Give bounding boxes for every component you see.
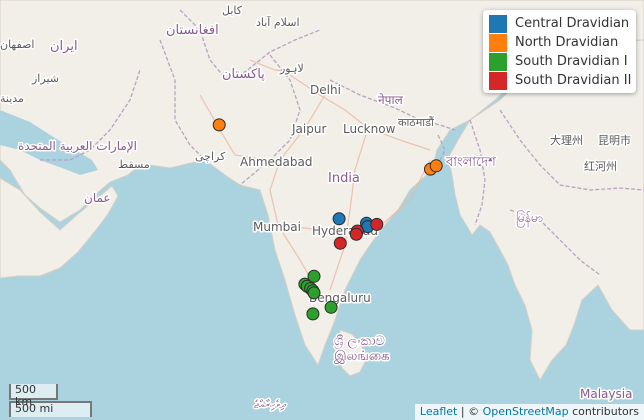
label-malaysia: Malaysia <box>580 387 632 401</box>
country-borders <box>40 9 644 276</box>
marker-layer <box>212 118 443 321</box>
legend-label: South Dravidian I <box>515 54 628 69</box>
scale-mi: 500 mi <box>9 401 92 417</box>
label-shiraz: شیراز <box>31 72 59 85</box>
label-pakistan: پاکستان <box>222 67 265 82</box>
label-lucknow: Lucknow <box>343 122 396 136</box>
label-lahore: لاہور <box>279 62 304 75</box>
attribution-contributors: contributors <box>568 405 639 418</box>
map-marker[interactable] <box>349 227 363 241</box>
label-ahmedabad: Ahmedabad <box>240 155 312 169</box>
label-india: India <box>328 171 360 186</box>
scale-bar: 500 km 500 mi <box>9 384 92 417</box>
label-myanmar: မြန်မာ <box>516 209 543 228</box>
legend-swatch <box>489 52 507 71</box>
label-uae: الإمارات العربية المتحدة <box>18 139 137 154</box>
map-marker[interactable] <box>306 307 320 321</box>
label-bangladesh: বাংলাদেশ <box>445 155 496 170</box>
map-marker[interactable] <box>370 217 384 231</box>
map-marker[interactable] <box>332 212 346 226</box>
label-iran: ایران <box>50 39 78 54</box>
label-srilanka-si: ශ්‍රී ලංකාව <box>334 334 385 349</box>
label-kabul: کابل <box>222 4 243 17</box>
leaflet-link[interactable]: Leaflet <box>419 405 458 418</box>
label-medina: مدينة <box>0 92 24 105</box>
land-sri-lanka <box>336 329 367 377</box>
scale-km: 500 km <box>9 384 58 408</box>
legend-item: South Dravidian II <box>489 71 632 90</box>
legend-item: South Dravidian I <box>489 52 630 71</box>
label-afghanistan: افغانستان <box>166 23 219 38</box>
legend-label: Central Dravidian <box>515 16 630 31</box>
legend-swatch <box>489 33 507 52</box>
label-mumbai: Mumbai <box>253 220 301 234</box>
label-delhi: Delhi <box>310 83 341 97</box>
osm-link[interactable]: OpenStreetMap <box>482 405 569 418</box>
label-honghe: 红河州 <box>584 160 617 173</box>
legend-item: Central Dravidian <box>489 14 630 33</box>
label-esfahan: اصفهان <box>0 38 34 51</box>
legend-item: North Dravidian <box>489 33 630 52</box>
label-srilanka-ta: இலங்கை <box>334 349 389 364</box>
bay-of-bengal-coast <box>398 158 472 250</box>
map-marker[interactable] <box>324 300 338 314</box>
attribution-separator: | © <box>457 405 483 418</box>
place-labels: کابل اسلام آباد افغانستان اصفهان ایران ش… <box>0 3 634 413</box>
label-islamabad: اسلام آباد <box>256 15 300 29</box>
land-east-asia <box>447 39 644 382</box>
map-marker[interactable] <box>333 236 347 250</box>
map-marker[interactable] <box>212 118 226 132</box>
legend: Central Dravidian North Dravidian South Dr… <box>483 10 636 93</box>
label-jaipur: Jaipur <box>291 122 326 136</box>
map-marker[interactable] <box>307 286 321 300</box>
label-maldives: ދިވެހިރާއްޖެ <box>254 398 286 411</box>
legend-label: North Dravidian <box>515 35 619 50</box>
label-oman: عمان <box>84 191 111 205</box>
label-karachi: کراچی <box>195 150 226 163</box>
map-marker[interactable] <box>429 159 443 173</box>
label-bengaluru: Bengaluru <box>309 291 371 305</box>
label-kathmandu: काठमाडौं <box>398 116 434 129</box>
label-nepal: नेपाल <box>378 93 404 107</box>
legend-label: South Dravidian II <box>515 73 632 88</box>
attribution: Leaflet | © OpenStreetMap contributors <box>414 404 644 420</box>
label-dali: 大理州 <box>550 133 583 147</box>
map-marker[interactable] <box>307 269 321 283</box>
land-arabia <box>0 177 119 279</box>
legend-swatch <box>489 71 507 90</box>
label-kunming: 昆明市 <box>598 133 631 147</box>
legend-swatch <box>489 14 507 33</box>
label-muscat: مسقط <box>118 158 150 171</box>
